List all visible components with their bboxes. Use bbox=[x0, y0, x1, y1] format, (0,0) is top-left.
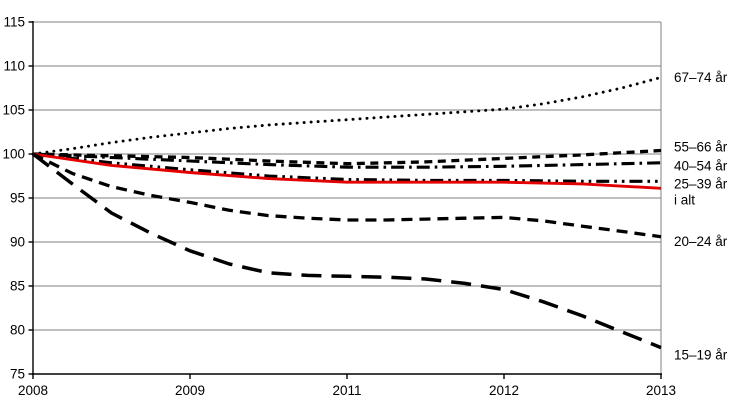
y-tick-label-100: 100 bbox=[2, 147, 25, 162]
y-tick-label-105: 105 bbox=[2, 103, 25, 118]
y-tick-label-115: 115 bbox=[3, 15, 25, 30]
series-label-20-24-ar: 20–24 år bbox=[674, 234, 728, 249]
series-line-25-39-ar bbox=[32, 152, 661, 183]
series-line-67-74-ar bbox=[31, 75, 663, 156]
series-label-67-74-ar: 67–74 år bbox=[674, 70, 728, 85]
series-line-55-66-ar bbox=[32, 148, 662, 166]
x-tick-label-2012: 2012 bbox=[489, 383, 519, 398]
series-label-55-66-ar: 55–66 år bbox=[674, 139, 728, 154]
y-tick-label-110: 110 bbox=[3, 59, 25, 74]
x-tick-label-2009: 2009 bbox=[175, 383, 205, 398]
series-line-40-54-ar bbox=[32, 152, 662, 169]
series-label-15-19-ar: 15–19 år bbox=[674, 348, 728, 363]
series-label-25-39-ar: 25–39 år bbox=[674, 176, 728, 191]
y-tick-label-75: 75 bbox=[10, 367, 25, 382]
series-line-20-24-ar bbox=[32, 152, 662, 239]
series-label-i-alt: i alt bbox=[674, 193, 695, 208]
x-tick-label-2008: 2008 bbox=[18, 383, 48, 398]
y-tick-label-80: 80 bbox=[10, 323, 25, 338]
series-line-i-alt bbox=[32, 152, 662, 190]
x-tick-label-2011: 2011 bbox=[332, 383, 361, 398]
series-label-40-54-ar: 40–54 år bbox=[674, 158, 728, 173]
x-tick-label-2013: 2013 bbox=[646, 383, 676, 398]
series-line-15-19-ar bbox=[31, 152, 662, 350]
y-tick-label-85: 85 bbox=[10, 279, 25, 294]
y-tick-label-90: 90 bbox=[10, 235, 25, 250]
y-tick-label-95: 95 bbox=[10, 191, 25, 206]
